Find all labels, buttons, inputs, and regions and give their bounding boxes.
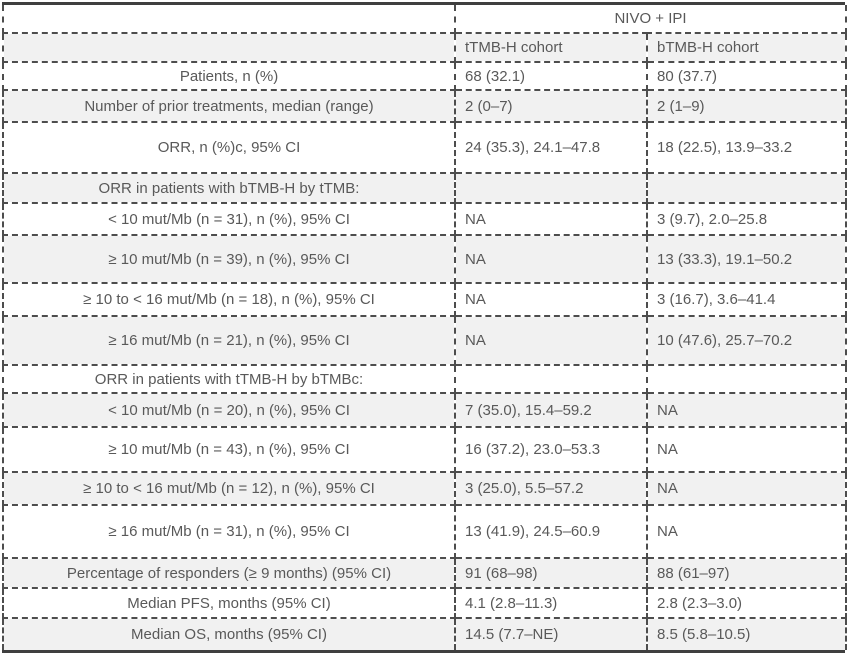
row-label-cell: Median PFS, months (95% CI) xyxy=(2,587,456,619)
ttmb-value-cell: NA xyxy=(454,315,648,366)
btmb-value-cell: NA xyxy=(645,392,847,428)
table-row: ≥ 16 mut/Mb (n = 21), n (%), 95% CI NA 10 … xyxy=(2,315,847,366)
group-header-cell: NIVO + IPI xyxy=(453,5,847,34)
table-row: < 10 mut/Mb (n = 31), n (%), 95% CI NA 3 (… xyxy=(2,202,847,236)
row-label-cell: Median OS, months (95% CI) xyxy=(2,617,456,650)
ttmb-value-cell: 7 (35.0), 15.4–59.2 xyxy=(454,392,648,428)
row-label-cell: ORR in patients with bTMB-H by tTMB: xyxy=(2,172,456,204)
table-row: ≥ 10 mut/Mb (n = 39), n (%), 95% CI NA 13 … xyxy=(2,234,847,284)
table-row: Percentage of responders (≥ 9 months) (9… xyxy=(2,557,847,589)
btmb-value-cell: 13 (33.3), 19.1–50.2 xyxy=(645,234,847,284)
table-row: ≥ 10 mut/Mb (n = 43), n (%), 95% CI 16 (3… xyxy=(2,426,847,473)
table-row: ORR in patients with bTMB-H by tTMB: xyxy=(2,172,847,204)
btmb-value-cell: 18 (22.5), 13.9–33.2 xyxy=(645,121,847,174)
btmb-value-cell: 10 (47.6), 25.7–70.2 xyxy=(645,315,847,366)
btmb-value-cell xyxy=(645,364,847,394)
ttmb-value-cell: 14.5 (7.7–NE) xyxy=(454,617,648,650)
btmb-value-cell: NA xyxy=(645,504,847,559)
ttmb-value-cell: 4.1 (2.8–11.3) xyxy=(454,587,648,619)
corner-empty-cell xyxy=(2,32,456,63)
btmb-value-cell: NA xyxy=(645,426,847,473)
btmb-value-cell: 3 (9.7), 2.0–25.8 xyxy=(645,202,847,236)
ttmb-value-cell: 16 (37.2), 23.0–53.3 xyxy=(454,426,648,473)
corner-empty-cell xyxy=(2,5,456,34)
row-label-cell: Percentage of responders (≥ 9 months) (9… xyxy=(2,557,456,589)
row-label-cell: ≥ 16 mut/Mb (n = 31), n (%), 95% CI xyxy=(2,504,456,559)
table-row: < 10 mut/Mb (n = 20), n (%), 95% CI 7 (35… xyxy=(2,392,847,428)
row-label-cell: ≥ 10 mut/Mb (n = 43), n (%), 95% CI xyxy=(2,426,456,473)
ttmb-value-cell: 24 (35.3), 24.1–47.8 xyxy=(454,121,648,174)
btmb-value-cell: 2.8 (2.3–3.0) xyxy=(645,587,847,619)
row-label-cell: ≥ 10 mut/Mb (n = 39), n (%), 95% CI xyxy=(2,234,456,284)
ttmb-value-cell: 2 (0–7) xyxy=(454,89,648,123)
btmb-value-cell: 2 (1–9) xyxy=(645,89,847,123)
ttmb-value-cell: NA xyxy=(454,282,648,317)
table-row: Number of prior treatments, median (rang… xyxy=(2,89,847,123)
btmb-value-cell: 80 (37.7) xyxy=(645,61,847,91)
row-label-cell: ≥ 10 to < 16 mut/Mb (n = 18), n (%), 95%… xyxy=(2,282,456,317)
btmb-value-cell: 3 (16.7), 3.6–41.4 xyxy=(645,282,847,317)
btmb-column-header: bTMB-H cohort xyxy=(645,32,847,63)
row-label-cell: ORR, n (%)c, 95% CI xyxy=(2,121,456,174)
column-header-row: tTMB-H cohort bTMB-H cohort xyxy=(2,32,847,63)
row-label-cell: Number of prior treatments, median (rang… xyxy=(2,89,456,123)
table-row: ≥ 10 to < 16 mut/Mb (n = 18), n (%), 95%… xyxy=(2,282,847,317)
table-row: ORR, n (%)c, 95% CI 24 (35.3), 24.1–47.8 1… xyxy=(2,121,847,174)
ttmb-value-cell: 13 (41.9), 24.5–60.9 xyxy=(454,504,648,559)
ttmb-column-header: tTMB-H cohort xyxy=(454,32,648,63)
btmb-value-cell: NA xyxy=(645,471,847,506)
table-row: Median OS, months (95% CI) 14.5 (7.7–NE) 8… xyxy=(2,617,847,650)
group-header-row: NIVO + IPI xyxy=(2,5,847,34)
row-label-cell: < 10 mut/Mb (n = 31), n (%), 95% CI xyxy=(2,202,456,236)
ttmb-value-cell xyxy=(454,364,648,394)
ttmb-value-cell xyxy=(454,172,648,204)
row-label-cell: Patients, n (%) xyxy=(2,61,456,91)
row-label-cell: ≥ 16 mut/Mb (n = 21), n (%), 95% CI xyxy=(2,315,456,366)
table-row: ≥ 10 to < 16 mut/Mb (n = 12), n (%), 95%… xyxy=(2,471,847,506)
tmb-cohort-results-table: NIVO + IPI tTMB-H cohort bTMB-H cohort P… xyxy=(2,5,847,650)
table-row: Median PFS, months (95% CI) 4.1 (2.8–11.3… xyxy=(2,587,847,619)
table-row: ORR in patients with tTMB-H by bTMBc: xyxy=(2,364,847,394)
table-row: ≥ 16 mut/Mb (n = 31), n (%), 95% CI 13 (4… xyxy=(2,504,847,559)
row-label-cell: ORR in patients with tTMB-H by bTMBc: xyxy=(2,364,456,394)
btmb-value-cell xyxy=(645,172,847,204)
ttmb-value-cell: 3 (25.0), 5.5–57.2 xyxy=(454,471,648,506)
ttmb-value-cell: 68 (32.1) xyxy=(454,61,648,91)
table-row: Patients, n (%) 68 (32.1) 80 (37.7) xyxy=(2,61,847,91)
btmb-value-cell: 88 (61–97) xyxy=(645,557,847,589)
btmb-value-cell: 8.5 (5.8–10.5) xyxy=(645,617,847,650)
row-label-cell: ≥ 10 to < 16 mut/Mb (n = 12), n (%), 95%… xyxy=(2,471,456,506)
ttmb-value-cell: NA xyxy=(454,234,648,284)
ttmb-value-cell: NA xyxy=(454,202,648,236)
ttmb-value-cell: 91 (68–98) xyxy=(454,557,648,589)
row-label-cell: < 10 mut/Mb (n = 20), n (%), 95% CI xyxy=(2,392,456,428)
